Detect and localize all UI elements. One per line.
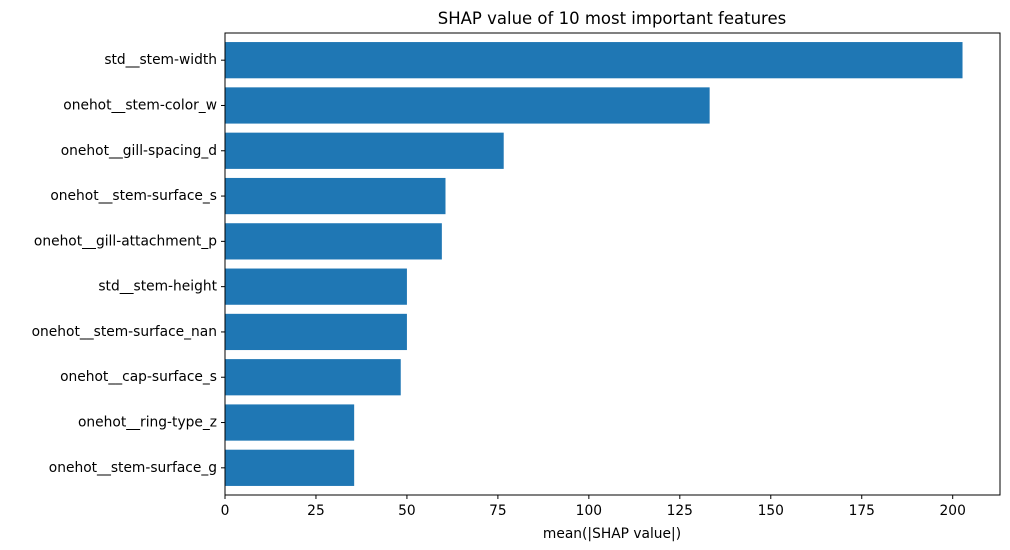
- bar-onehot__cap-surface_s: [225, 359, 401, 396]
- x-tick-label: 0: [221, 503, 230, 519]
- bars-group: [225, 42, 963, 486]
- y-axis: std__stem-width onehot__stem-color_woneho…: [32, 52, 225, 476]
- y-tick-label: std__stem-width: [104, 52, 217, 68]
- y-tick-label: onehot__stem-surface_s: [50, 188, 217, 204]
- bar-onehot__stem-surface_s: [225, 177, 446, 215]
- x-tick-label: 50: [398, 503, 416, 519]
- y-tick-label: onehot__gill-spacing_d: [61, 143, 217, 159]
- x-axis-label: mean(|SHAP value|): [543, 526, 681, 542]
- bar-onehot__stem-surface_nan: [225, 313, 407, 351]
- chart-title: SHAP value of 10 most important features: [438, 9, 786, 28]
- bar-std__stem-width: [225, 42, 963, 79]
- bar-onehot__stem-color_w: [225, 87, 710, 124]
- y-tick-label: onehot__gill-attachment_p: [34, 233, 217, 249]
- x-tick-label: 100: [576, 503, 602, 519]
- x-tick-label: 25: [307, 503, 325, 519]
- y-tick-label: onehot__stem-surface_nan: [32, 324, 217, 340]
- x-axis: 0 25 50 75 100 125 150 175 200: [221, 495, 966, 519]
- plot-frame: [224, 32, 1001, 496]
- y-tick-label: std__stem-height: [98, 279, 217, 295]
- y-tick-label: onehot__stem-color_w: [63, 97, 217, 113]
- x-tick-label: 175: [849, 503, 875, 519]
- bar-onehot__gill-attachment_p: [225, 223, 442, 260]
- x-tick-label: 125: [667, 503, 693, 519]
- y-tick-label: onehot__cap-surface_s: [60, 369, 217, 385]
- bar-onehot__stem-surface_g: [225, 449, 355, 486]
- x-tick-label: 200: [940, 503, 966, 519]
- y-tick-label: onehot__ring-type_z: [78, 415, 217, 431]
- bar-onehot__gill-spacing_d: [225, 132, 504, 169]
- y-tick-label: onehot__stem-surface_g: [49, 460, 217, 476]
- x-tick-label: 150: [758, 503, 784, 519]
- bar-std__stem-height: [225, 268, 407, 305]
- bar-onehot__ring-type_z: [225, 404, 355, 441]
- x-tick-label: 75: [489, 503, 507, 519]
